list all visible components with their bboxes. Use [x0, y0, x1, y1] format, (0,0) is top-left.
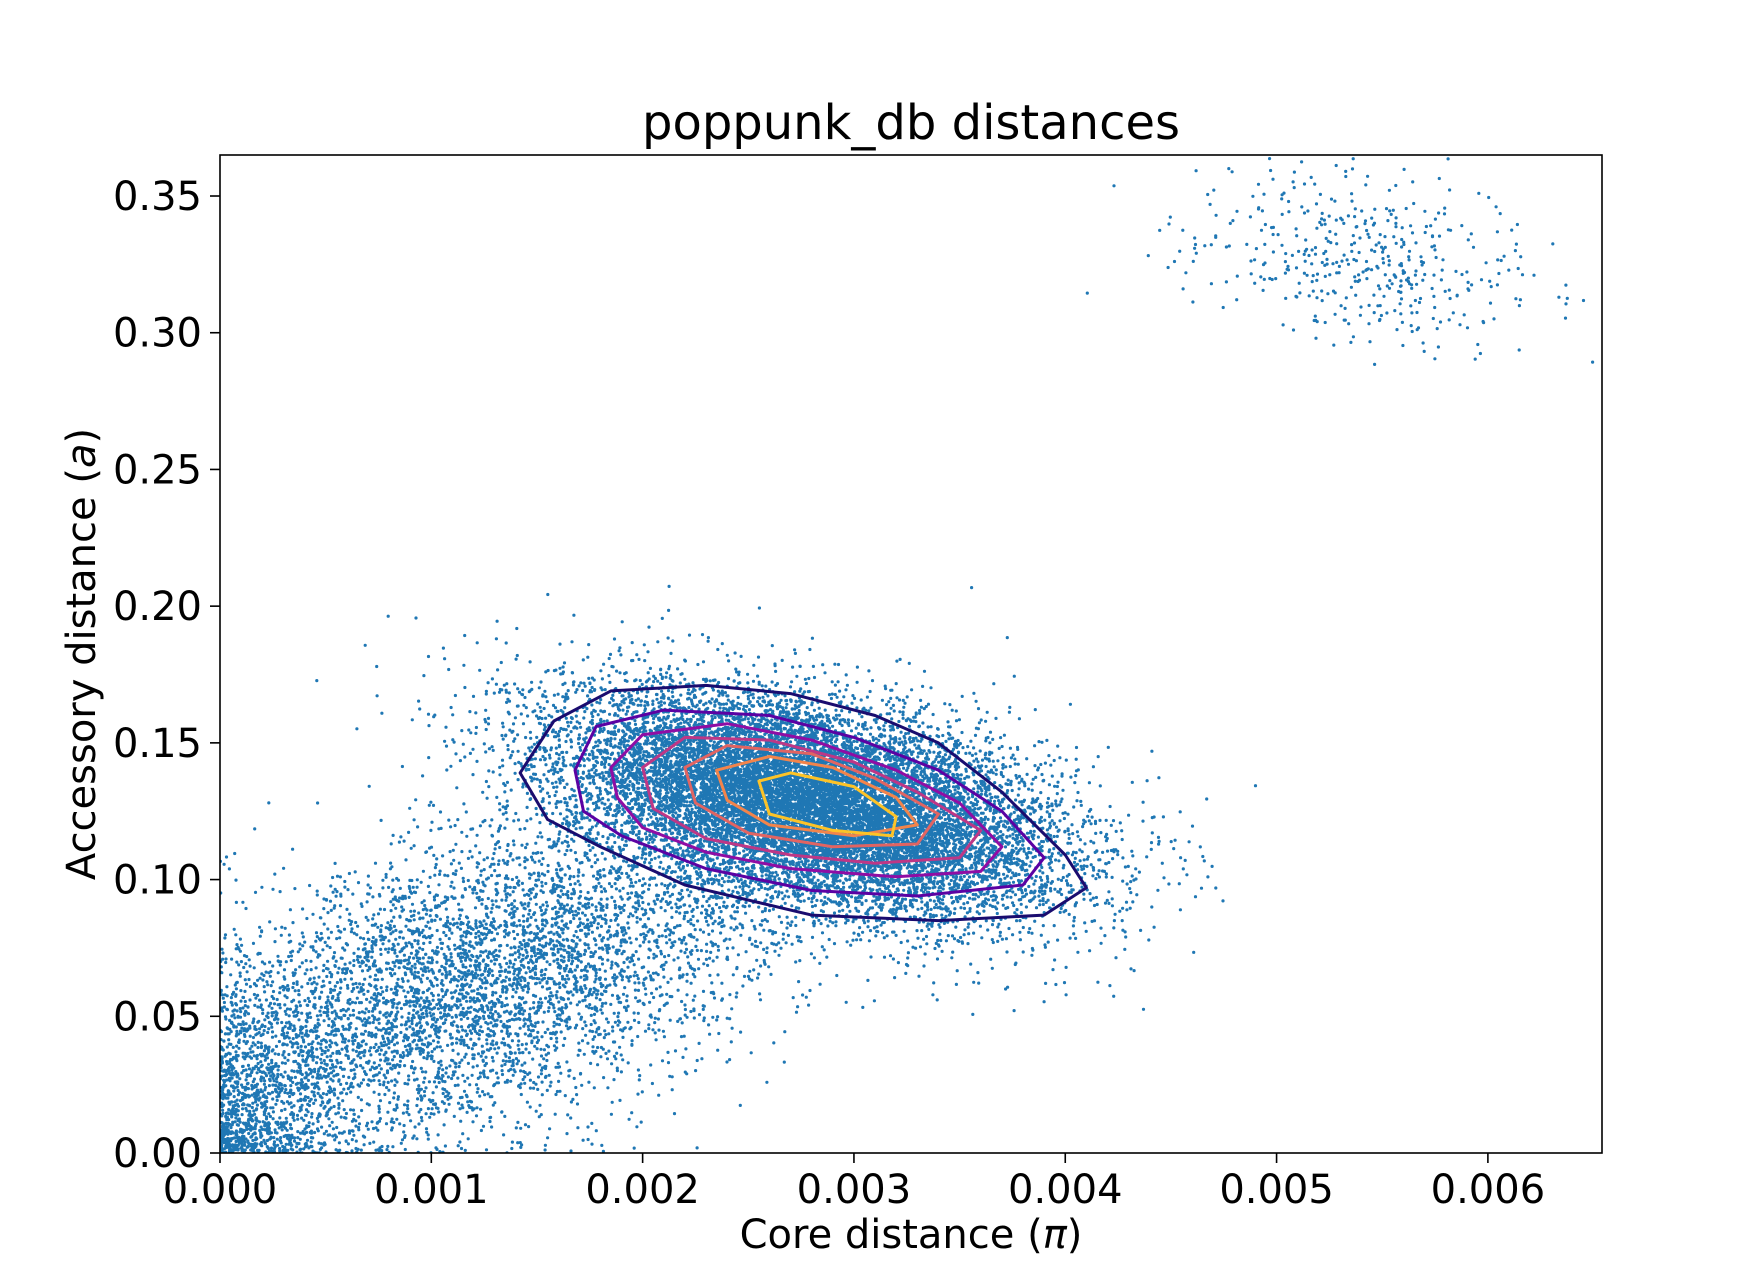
x-axis-label-end: ) — [1067, 1212, 1083, 1258]
contour-line-1 — [518, 683, 1088, 923]
x-tick-label: 0.003 — [797, 1167, 912, 1213]
scatter-point-group — [220, 586, 1145, 1153]
contour-line-4 — [641, 735, 983, 865]
x-axis-label-main: Core distance ( — [740, 1212, 1043, 1258]
contour-line-2 — [573, 708, 1046, 898]
y-tick-label: 0.35 — [113, 174, 202, 220]
x-tick-label: 0.002 — [585, 1167, 700, 1213]
cluster-lower-left — [220, 586, 1145, 1153]
y-tick-label: 0.10 — [113, 858, 202, 904]
y-tick-label: 0.15 — [113, 721, 202, 767]
y-axis: 0.00 0.05 0.10 0.15 0.20 0.25 0.30 0.35 — [113, 174, 220, 1177]
scatter-point-group — [220, 954, 436, 1153]
contour-line-3 — [609, 722, 1004, 879]
contour-line-5 — [683, 744, 940, 849]
chart-title: poppunk_db distances — [642, 95, 1180, 151]
scatter-point-group — [315, 584, 1258, 1017]
y-tick-label: 0.00 — [113, 1131, 202, 1177]
y-tick-label: 0.30 — [113, 311, 202, 357]
scatter-points — [220, 157, 1595, 1153]
cluster-near-zero — [220, 954, 436, 1153]
contour-line-6 — [715, 755, 919, 838]
y-tick-label: 0.20 — [113, 584, 202, 630]
x-axis-label: Core distance (π) — [740, 1212, 1083, 1258]
x-axis-label-symbol: π — [1043, 1212, 1068, 1258]
y-tick-label: 0.05 — [113, 994, 202, 1040]
y-axis-label-symbol: a — [59, 444, 105, 469]
contour-line-7 — [757, 771, 898, 838]
y-axis-label-end: ) — [59, 428, 105, 444]
y-axis-label: Accessory distance (a) — [59, 428, 105, 880]
density-contours — [518, 683, 1088, 923]
x-tick-label: 0.005 — [1219, 1167, 1334, 1213]
x-tick-label: 0.001 — [374, 1167, 489, 1213]
x-tick-label: 0.006 — [1431, 1167, 1546, 1213]
cluster-main — [315, 584, 1258, 1017]
y-axis-label-main: Accessory distance ( — [59, 468, 105, 880]
y-tick-label: 0.25 — [113, 447, 202, 493]
x-tick-label: 0.004 — [1008, 1167, 1123, 1213]
x-tick-label: 0.000 — [163, 1167, 278, 1213]
x-axis: 0.000 0.001 0.002 0.003 0.004 0.005 0.006 — [163, 1153, 1545, 1213]
plot-frame — [219, 154, 1603, 1154]
